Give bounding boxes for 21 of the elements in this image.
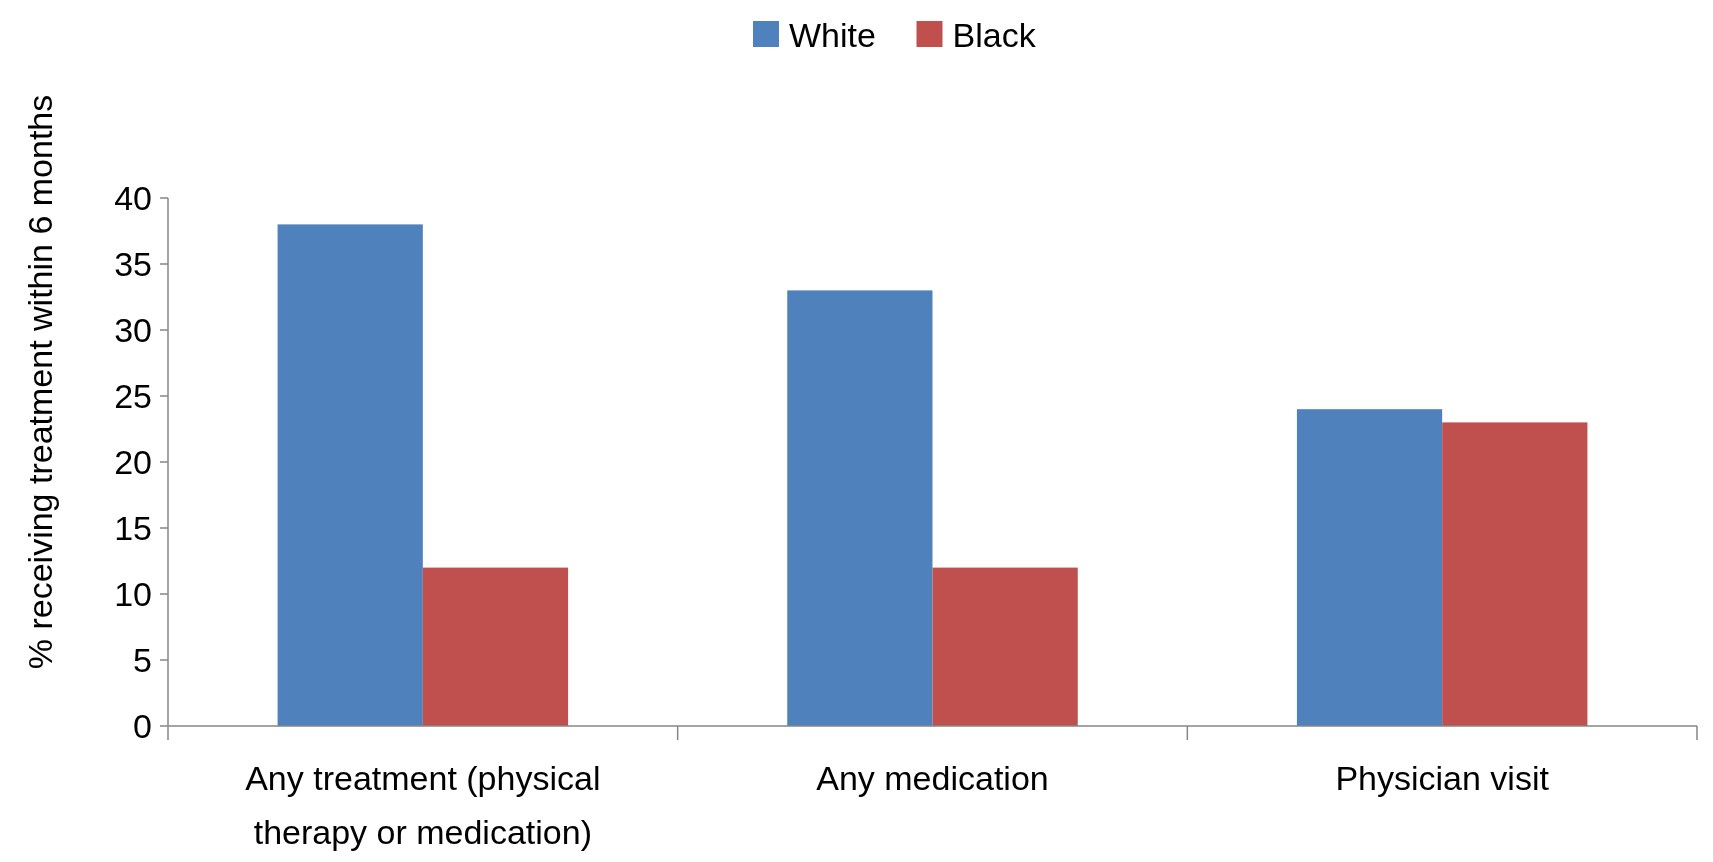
bar (787, 290, 933, 726)
legend-label: Black (952, 16, 1037, 54)
bar (422, 567, 569, 726)
legend-label: White (789, 16, 876, 54)
bar (1442, 422, 1588, 726)
y-tick-label: 25 (114, 376, 152, 415)
y-tick-label: 0 (133, 706, 152, 745)
bar (932, 567, 1078, 726)
y-tick-label: 15 (114, 508, 152, 547)
bar (277, 224, 423, 726)
x-tick-label: Any medication (816, 759, 1049, 797)
bar (1296, 409, 1443, 726)
y-tick-label: 10 (114, 574, 152, 613)
x-tick-label: Physician visit (1335, 759, 1550, 797)
y-tick-label: 20 (114, 442, 152, 481)
y-tick-label: 5 (133, 640, 152, 679)
y-axis-title: % receiving treatment within 6 months (21, 94, 59, 670)
x-tick-label: Any treatment (physical therapy or medication) (245, 759, 601, 851)
y-tick-label: 35 (114, 244, 152, 283)
y-tick-label: 30 (114, 310, 152, 349)
y-tick-label: 40 (114, 178, 152, 217)
